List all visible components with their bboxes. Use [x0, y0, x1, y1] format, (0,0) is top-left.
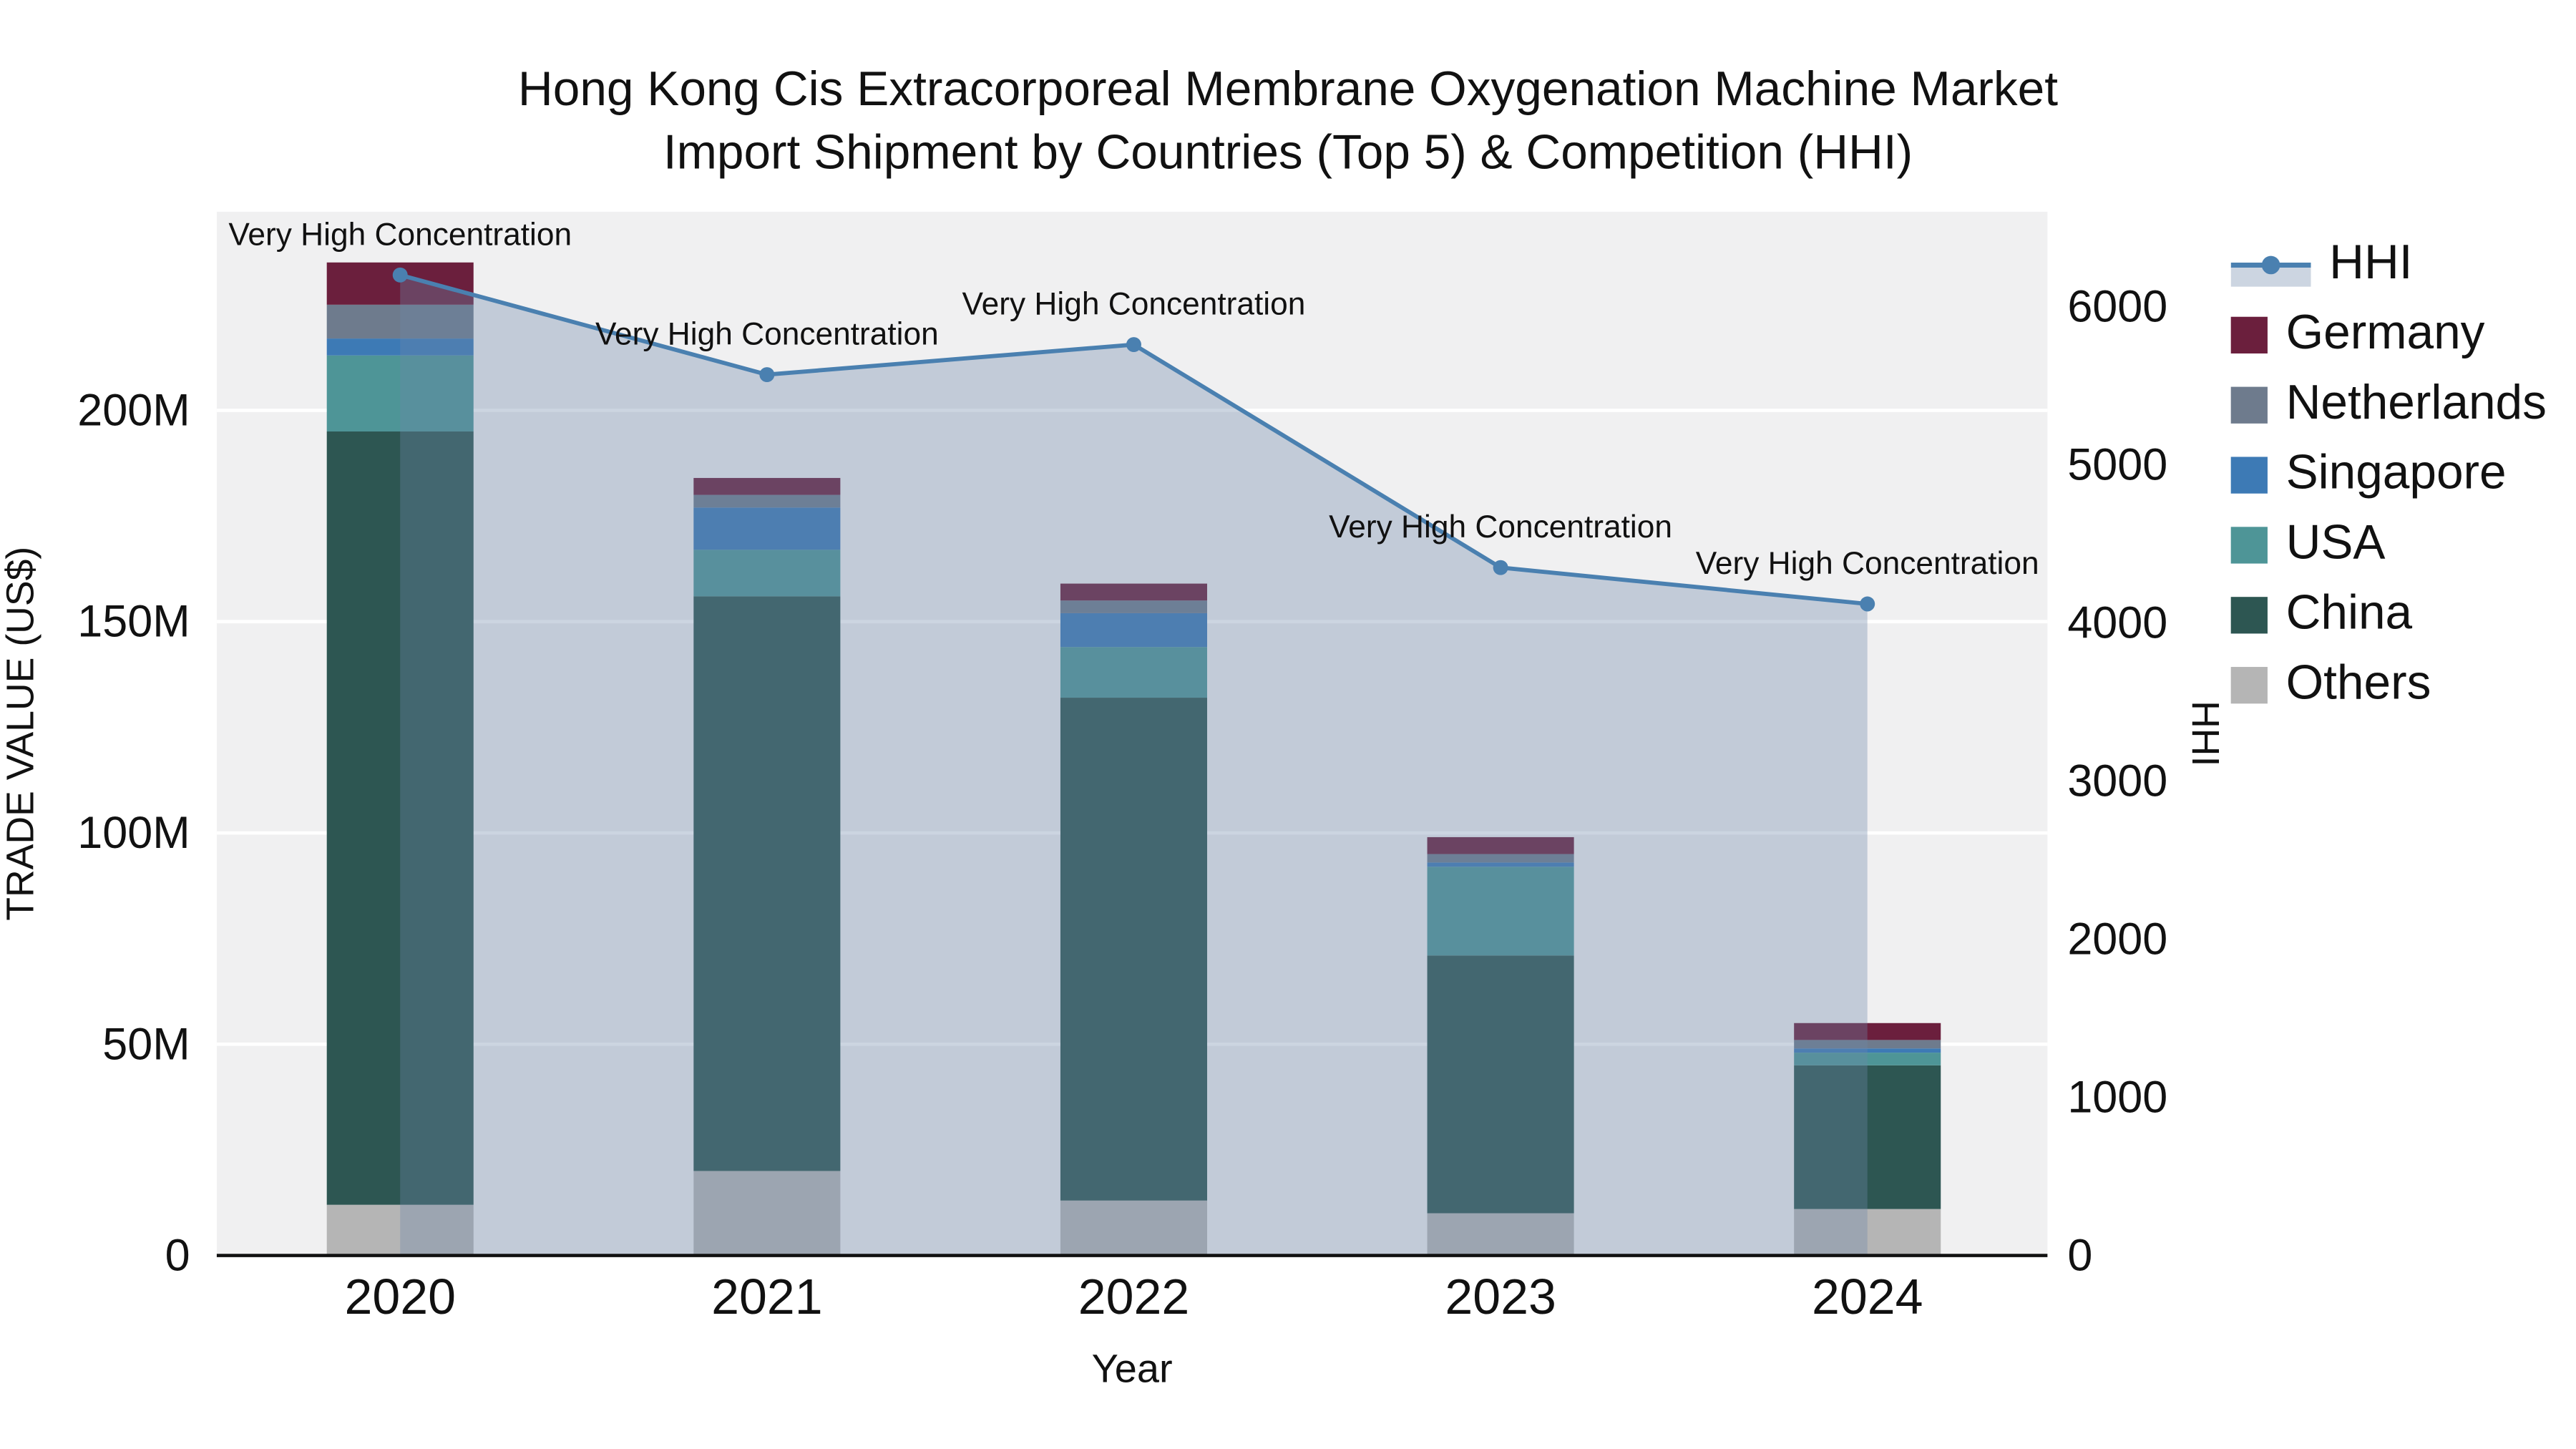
- legend-label: China: [2285, 587, 2413, 640]
- legend-swatch-singapore-icon: [2230, 456, 2268, 493]
- bar-germany-2021: [693, 477, 841, 495]
- y-left-tick-label: 50M: [102, 1019, 190, 1069]
- hhi-marker-2020: [392, 267, 408, 283]
- legend-item-hhi[interactable]: HHI: [2230, 236, 2547, 292]
- annotation-2020: Very High Concentration: [228, 217, 572, 252]
- y-left-axis-title: TRADE VALUE (US$): [0, 547, 42, 921]
- bar-usa-2020: [326, 355, 474, 432]
- legend-swatch-netherlands-icon: [2230, 386, 2268, 423]
- bar-germany-2023: [1427, 836, 1574, 854]
- legend-label: Germany: [2285, 306, 2485, 361]
- legend-label: Others: [2285, 657, 2431, 711]
- y-left-tick-label: 100M: [77, 808, 190, 858]
- bar-usa-2023: [1427, 867, 1574, 956]
- bar-china-2023: [1427, 955, 1574, 1214]
- legend-swatch-others-icon: [2230, 665, 2268, 703]
- legend-item-usa[interactable]: USA: [2230, 517, 2547, 572]
- annotation-2024: Very High Concentration: [1696, 546, 2039, 581]
- bar-netherlands-2024: [1794, 1040, 1941, 1049]
- bar-singapore-2023: [1427, 862, 1574, 867]
- legend-label: HHI: [2329, 236, 2413, 291]
- bar-china-2020: [326, 431, 474, 1205]
- chart-title-line1: Hong Kong Cis Extracorporeal Membrane Ox…: [517, 63, 2059, 117]
- bar-germany-2024: [1794, 1023, 1941, 1040]
- hhi-marker-2022: [1126, 337, 1141, 353]
- y-right-tick-label: 4000: [2067, 598, 2167, 648]
- bar-others-2022: [1060, 1200, 1207, 1256]
- legend-label: USA: [2285, 517, 2386, 570]
- bars-group: [326, 262, 1941, 1256]
- bar-netherlands-2023: [1427, 854, 1574, 863]
- bar-singapore-2022: [1060, 613, 1207, 648]
- legend: HHI Germany Netherlands Singapore USA China Ot…: [2230, 236, 2547, 712]
- annotation-2023: Very High Concentration: [1329, 509, 1672, 545]
- chart-title: Hong Kong Cis Extracorporeal Membrane Ox…: [0, 60, 2576, 186]
- hhi-marker-2024: [1860, 596, 1875, 612]
- hhi-area-fill: [400, 275, 1868, 1256]
- bar-singapore-2021: [693, 507, 841, 550]
- legend-swatch-usa-icon: [2230, 526, 2268, 563]
- bar-netherlands-2021: [693, 494, 841, 508]
- bar-others-2024: [1794, 1209, 1941, 1256]
- bar-usa-2021: [693, 550, 841, 597]
- x-tick-label-2022: 2022: [1078, 1269, 1189, 1324]
- legend-line-marker-icon: [2230, 255, 2311, 286]
- bar-china-2024: [1794, 1065, 1941, 1209]
- bar-others-2020: [326, 1204, 474, 1256]
- y-right-tick-label: 5000: [2067, 440, 2167, 490]
- bar-china-2021: [693, 596, 841, 1171]
- bar-germany-2022: [1060, 583, 1207, 601]
- legend-label: Netherlands: [2285, 376, 2547, 431]
- y-left-tick-label: 150M: [77, 597, 190, 647]
- y-left-tick-label: 0: [165, 1231, 190, 1281]
- annotation-2021: Very High Concentration: [595, 317, 939, 352]
- legend-swatch-germany-icon: [2230, 316, 2268, 353]
- annotation-2022: Very High Concentration: [962, 287, 1306, 322]
- y-right-tick-label: 6000: [2067, 282, 2167, 332]
- bar-netherlands-2022: [1060, 600, 1207, 613]
- bar-china-2022: [1060, 698, 1207, 1201]
- x-tick-label-2023: 2023: [1445, 1269, 1556, 1324]
- bar-others-2021: [693, 1171, 841, 1256]
- y-right-tick-label: 1000: [2067, 1073, 2167, 1123]
- bar-netherlands-2020: [326, 304, 474, 339]
- legend-item-others[interactable]: Others: [2230, 657, 2547, 712]
- legend-item-singapore[interactable]: Singapore: [2230, 447, 2547, 502]
- x-tick-label-2021: 2021: [711, 1269, 822, 1324]
- legend-label: Singapore: [2285, 447, 2507, 501]
- x-tick-label-2024: 2024: [1812, 1269, 1923, 1324]
- legend-item-china[interactable]: China: [2230, 587, 2547, 642]
- bar-others-2023: [1427, 1213, 1574, 1256]
- y-right-tick-label: 2000: [2067, 914, 2167, 965]
- hhi-marker-2021: [759, 367, 775, 383]
- bar-singapore-2020: [326, 338, 474, 356]
- y-left-tick-label: 200M: [77, 385, 190, 435]
- chart-title-line2: Import Shipment by Countries (Top 5) & C…: [663, 126, 1913, 180]
- x-tick-label-2020: 2020: [344, 1269, 455, 1324]
- y-right-tick-label: 3000: [2067, 756, 2167, 806]
- y-right-tick-label: 0: [2067, 1231, 2092, 1281]
- legend-item-germany[interactable]: Germany: [2230, 306, 2547, 362]
- x-axis-title: Year: [1092, 1346, 1173, 1391]
- legend-item-netherlands[interactable]: Netherlands: [2230, 376, 2547, 432]
- legend-swatch-china-icon: [2230, 596, 2268, 633]
- y-right-axis-title: HHI: [2184, 701, 2227, 766]
- bar-singapore-2024: [1794, 1048, 1941, 1053]
- bar-usa-2022: [1060, 647, 1207, 698]
- hhi-marker-2023: [1493, 560, 1508, 575]
- bar-usa-2024: [1794, 1053, 1941, 1065]
